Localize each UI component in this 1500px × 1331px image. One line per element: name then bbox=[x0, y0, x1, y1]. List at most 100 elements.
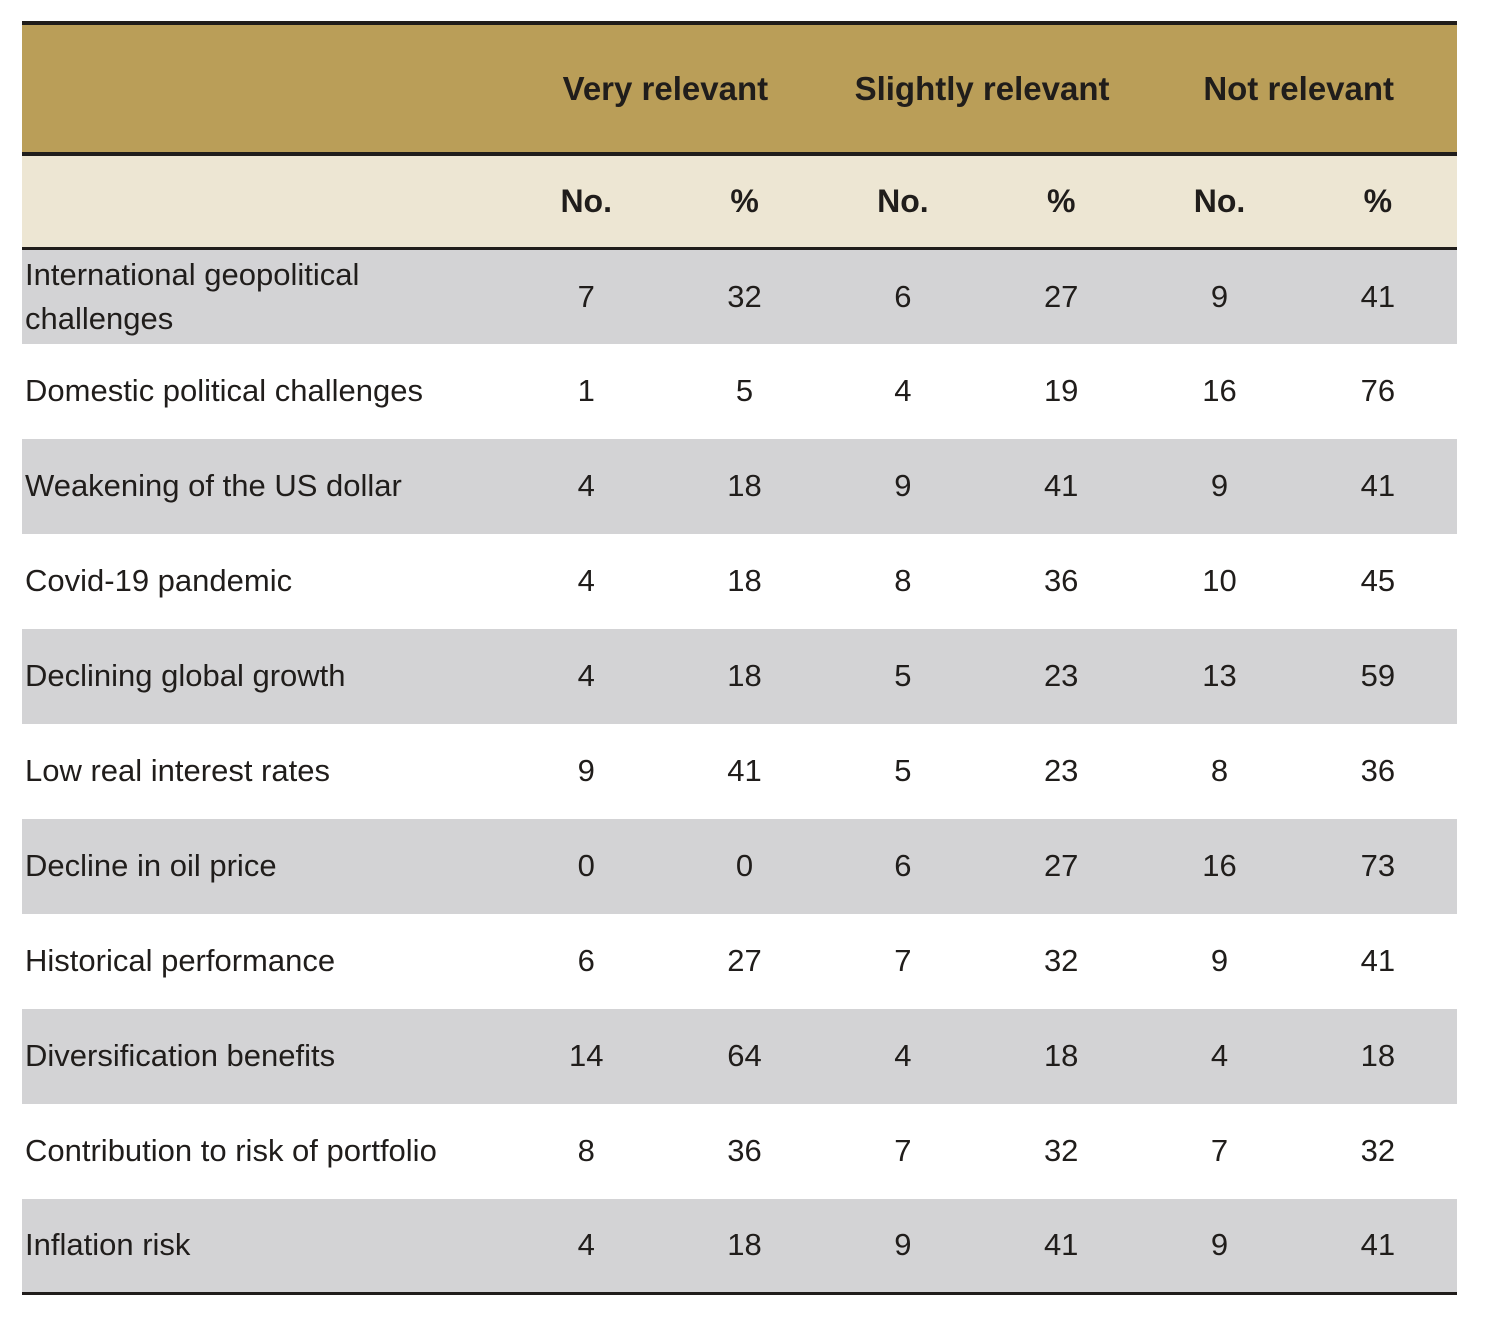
cell: 4 bbox=[894, 1038, 912, 1073]
cell: 16 bbox=[1202, 373, 1237, 408]
row-label: Declining global growth bbox=[25, 658, 346, 693]
cell: 36 bbox=[1043, 563, 1079, 598]
cell: 4 bbox=[577, 563, 595, 598]
cell: 36 bbox=[1360, 753, 1396, 788]
cell: 32 bbox=[1043, 943, 1079, 978]
cell: 4 bbox=[894, 373, 912, 408]
cell: 18 bbox=[1360, 1038, 1396, 1073]
cell: 41 bbox=[727, 753, 762, 788]
table-row: Decline in oil price 0 0 6 27 16 73 bbox=[22, 818, 1457, 914]
table-row: Low real interest rates 9 41 5 23 8 36 bbox=[22, 723, 1457, 819]
cell: 41 bbox=[1360, 468, 1396, 503]
col-header-no-3: No. bbox=[1140, 154, 1299, 250]
sub-header-row: No. % No. % No. % bbox=[22, 154, 1457, 250]
table-body: International geopolitical challenges 7 … bbox=[22, 248, 1457, 1295]
cell: 4 bbox=[577, 468, 595, 503]
cell: 19 bbox=[1043, 373, 1079, 408]
cell: 4 bbox=[507, 1198, 666, 1295]
cell: 9 bbox=[894, 468, 912, 503]
cell: 23 bbox=[1043, 658, 1079, 693]
table-row: Contribution to risk of portfolio 8 36 7… bbox=[22, 1103, 1457, 1199]
cell: 5 bbox=[894, 753, 912, 788]
cell: 18 bbox=[727, 563, 762, 598]
cell: 5 bbox=[894, 658, 912, 693]
col-header-pct-2: % bbox=[982, 154, 1141, 250]
cell: 8 bbox=[1210, 753, 1229, 788]
cell: 9 bbox=[1210, 278, 1229, 314]
cell: 76 bbox=[1360, 373, 1396, 408]
row-label: Decline in oil price bbox=[25, 848, 277, 883]
cell: 7 bbox=[577, 278, 595, 314]
row-label: Inflation risk bbox=[22, 1198, 508, 1295]
cell: 6 bbox=[894, 278, 912, 314]
table-row: Declining global growth 4 18 5 23 13 59 bbox=[22, 628, 1457, 724]
cell: 64 bbox=[727, 1038, 762, 1073]
cell: 6 bbox=[577, 943, 595, 978]
cell: 41 bbox=[982, 1198, 1141, 1295]
cell: 9 bbox=[1210, 943, 1229, 978]
table-row: Domestic political challenges 1 5 4 19 1… bbox=[22, 343, 1457, 439]
cell: 18 bbox=[665, 1198, 824, 1295]
row-label: Domestic political challenges bbox=[25, 373, 424, 408]
cell: 41 bbox=[1298, 1198, 1457, 1295]
group-header-row: Very relevant Slightly relevant Not rele… bbox=[22, 21, 1457, 156]
table-row: International geopolitical challenges 7 … bbox=[22, 248, 1457, 344]
cell: 41 bbox=[1043, 468, 1079, 503]
cell: 4 bbox=[577, 658, 595, 693]
cell: 18 bbox=[727, 658, 762, 693]
cell: 8 bbox=[894, 563, 912, 598]
cell: 27 bbox=[1043, 278, 1079, 314]
cell: 27 bbox=[1043, 848, 1079, 883]
row-label: Low real interest rates bbox=[25, 753, 330, 788]
cell: 4 bbox=[1210, 1038, 1229, 1073]
row-label: International geopolitical challenges bbox=[25, 256, 360, 336]
table-row: Historical performance 6 27 7 32 9 41 bbox=[22, 913, 1457, 1009]
cell: 8 bbox=[577, 1133, 595, 1168]
group-header-empty bbox=[22, 21, 508, 156]
cell: 41 bbox=[1360, 943, 1396, 978]
cell: 0 bbox=[577, 848, 595, 883]
cell: 13 bbox=[1202, 658, 1237, 693]
cell: 7 bbox=[1210, 1133, 1229, 1168]
table-header: Very relevant Slightly relevant Not rele… bbox=[22, 21, 1457, 250]
row-label: Covid-19 pandemic bbox=[25, 563, 293, 598]
cell: 9 bbox=[823, 1198, 983, 1295]
cell: 0 bbox=[735, 848, 754, 883]
table-row: Covid-19 pandemic 4 18 8 36 10 45 bbox=[22, 533, 1457, 629]
cell: 7 bbox=[894, 943, 912, 978]
cell: 14 bbox=[568, 1038, 604, 1073]
group-header-not-relevant: Not relevant bbox=[1140, 21, 1457, 156]
table-row: Diversification benefits 14 64 4 18 4 18 bbox=[22, 1008, 1457, 1104]
cell: 16 bbox=[1202, 848, 1237, 883]
col-header-pct-1: % bbox=[665, 154, 824, 250]
cell: 5 bbox=[735, 373, 754, 408]
cell: 9 bbox=[1210, 468, 1229, 503]
cell: 6 bbox=[894, 848, 912, 883]
col-header-no-2: No. bbox=[823, 154, 983, 250]
cell: 32 bbox=[1360, 1133, 1396, 1168]
cell: 18 bbox=[1043, 1038, 1079, 1073]
cell: 23 bbox=[1043, 753, 1079, 788]
cell: 32 bbox=[727, 278, 762, 314]
table-row: Weakening of the US dollar 4 18 9 41 9 4… bbox=[22, 438, 1457, 534]
cell: 18 bbox=[727, 468, 762, 503]
row-label: Contribution to risk of portfolio bbox=[25, 1133, 437, 1168]
col-header-no-1: No. bbox=[507, 154, 666, 250]
cell: 27 bbox=[727, 943, 762, 978]
cell: 36 bbox=[727, 1133, 762, 1168]
cell: 10 bbox=[1202, 563, 1237, 598]
col-header-pct-3: % bbox=[1298, 154, 1457, 250]
row-label: Weakening of the US dollar bbox=[25, 468, 402, 503]
cell: 1 bbox=[577, 373, 595, 408]
cell: 9 bbox=[577, 753, 595, 788]
cell: 9 bbox=[1140, 1198, 1299, 1295]
cell: 45 bbox=[1360, 563, 1396, 598]
cell: 59 bbox=[1360, 658, 1396, 693]
relevance-survey-table: Very relevant Slightly relevant Not rele… bbox=[22, 21, 1457, 1295]
group-header-slightly-relevant: Slightly relevant bbox=[823, 21, 1141, 156]
row-label: Historical performance bbox=[25, 943, 336, 978]
cell: 73 bbox=[1360, 848, 1396, 883]
cell: 32 bbox=[1043, 1133, 1079, 1168]
cell: 41 bbox=[1360, 278, 1396, 314]
